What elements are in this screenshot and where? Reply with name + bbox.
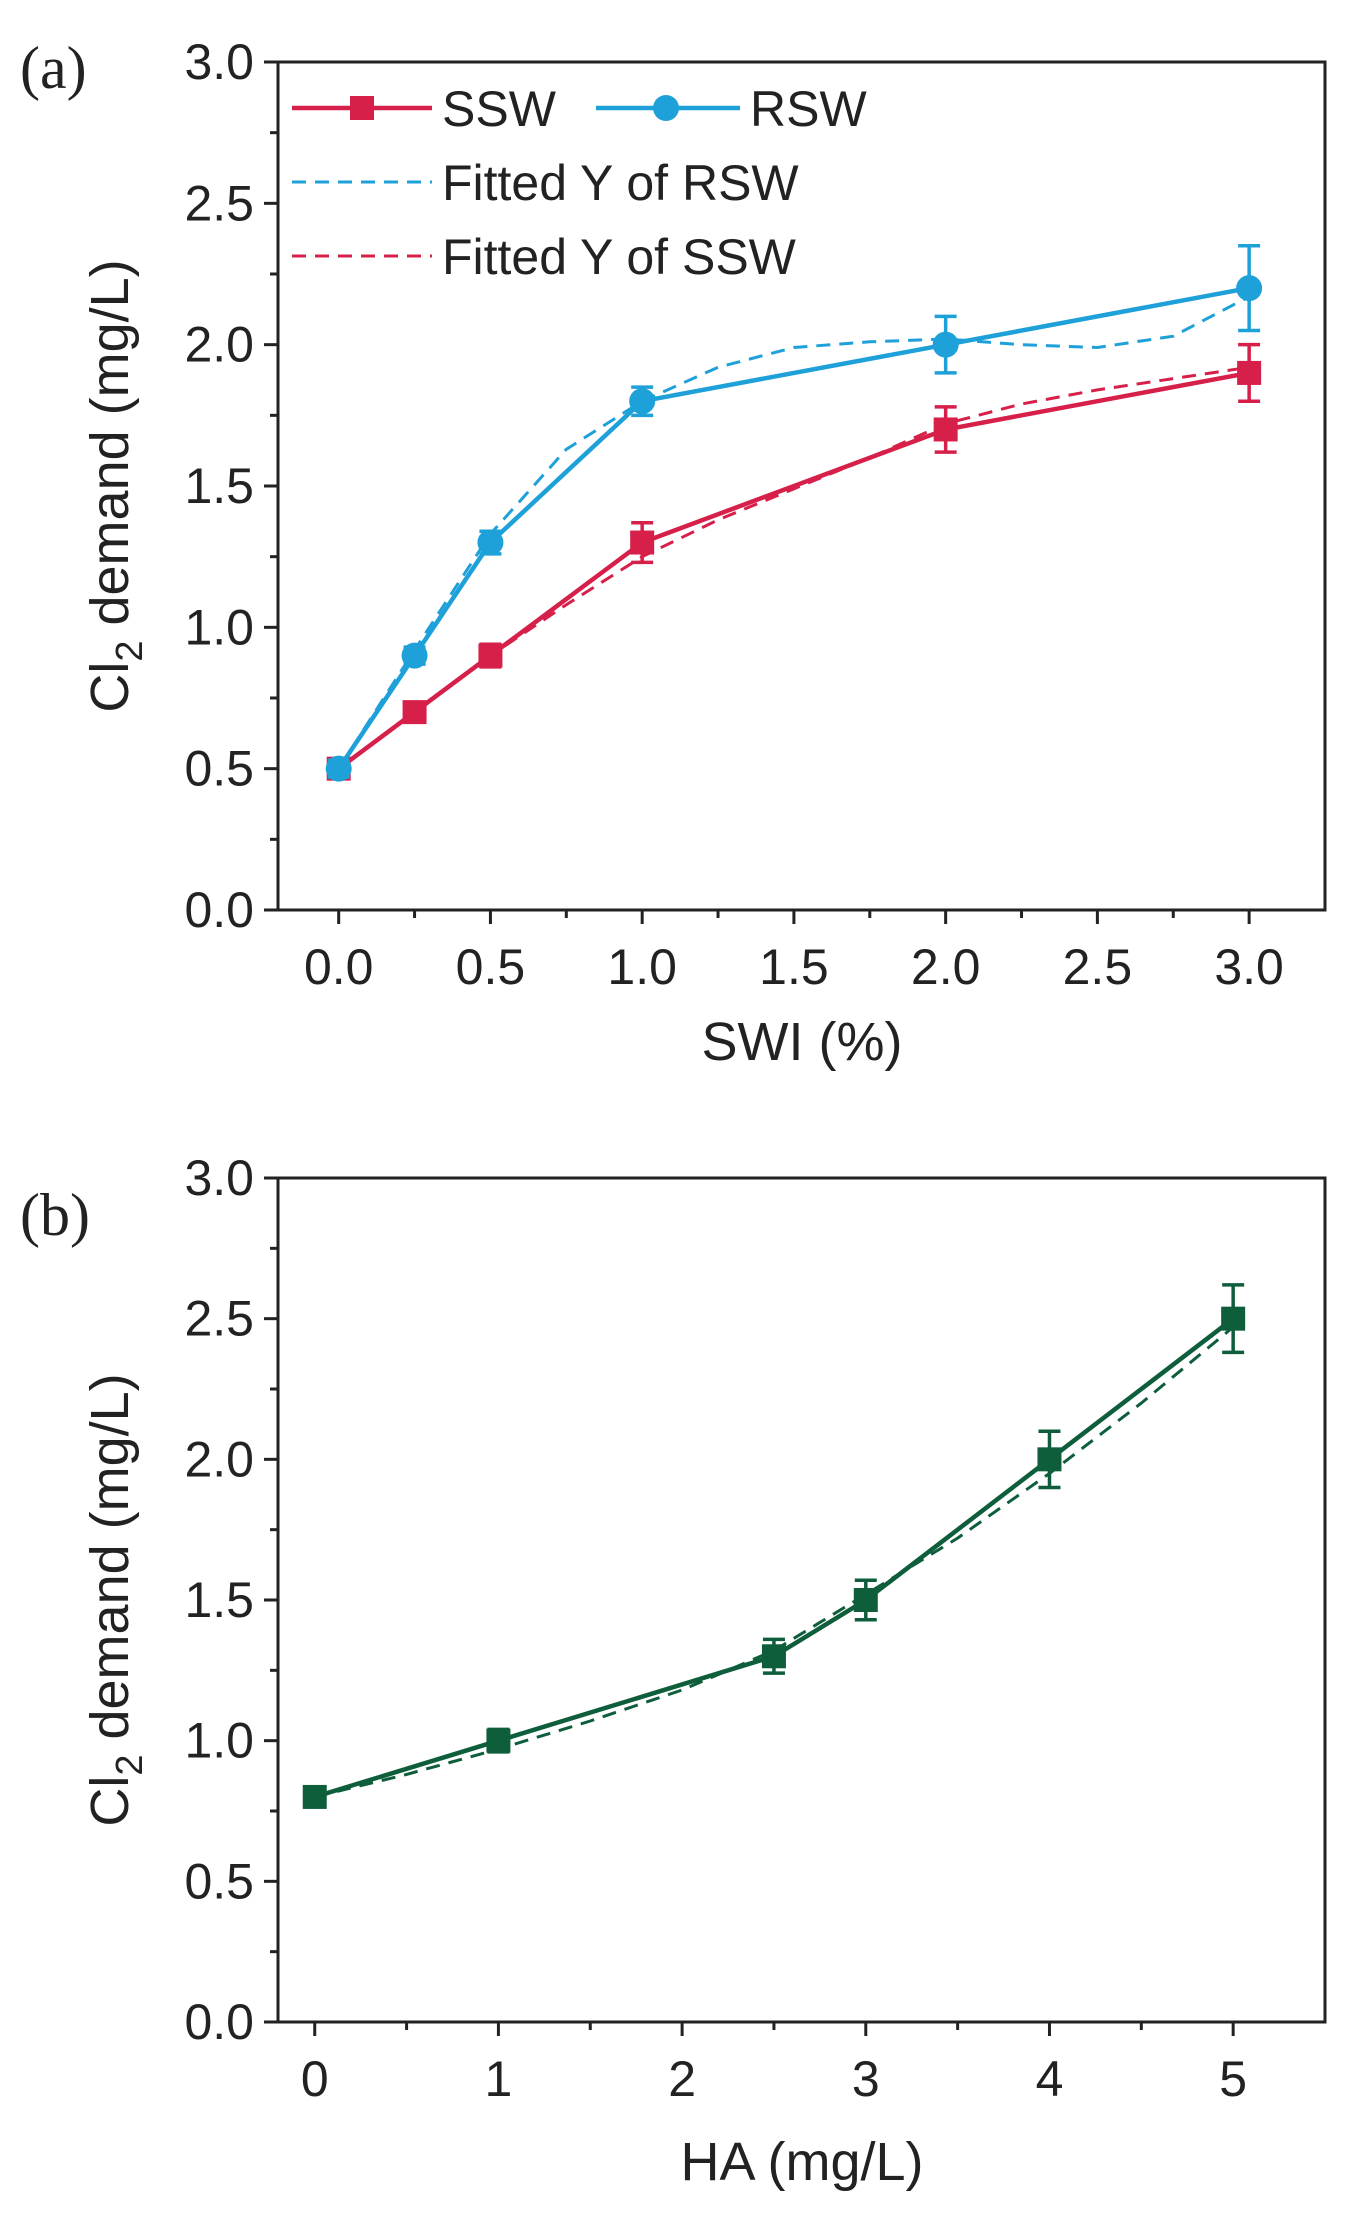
fit-line-0	[337, 295, 1250, 770]
data-point	[302, 1784, 327, 1809]
data-point	[933, 417, 958, 442]
data-point	[486, 1728, 511, 1753]
data-point	[629, 388, 656, 415]
legend-label-fit-1: Fitted Y of SSW	[442, 229, 797, 285]
y-tick-label: 1.5	[184, 1572, 254, 1628]
y-tick-label: 1.5	[184, 458, 254, 514]
y-tick-label: 1.0	[184, 1713, 254, 1769]
legend-marker-ssw	[350, 96, 374, 120]
y-tick-label: 0.0	[184, 882, 254, 938]
y-axis-title-subscript: 2	[109, 641, 151, 662]
y-tick-label: 3.0	[184, 1150, 254, 1206]
x-axis-title: SWI (%)	[702, 1012, 903, 1072]
data-point	[1037, 1447, 1062, 1472]
y-tick-label: 2.5	[184, 175, 254, 231]
x-tick-label: 3.0	[1214, 939, 1284, 995]
legend: SSW RSW Fitted Y of RSW Fitted Y of SSW	[292, 81, 867, 285]
plot-frame	[276, 1176, 1327, 2024]
series-line-ssw	[337, 370, 1250, 771]
y-axis-title-main: Cl	[80, 1776, 140, 1827]
y-tick-label: 3.0	[184, 34, 254, 90]
data-point	[477, 529, 504, 556]
y-tick-label: 0.5	[184, 741, 254, 797]
y-tick-label: 2.5	[184, 1291, 254, 1347]
data-point	[630, 530, 655, 555]
data-point	[853, 1588, 878, 1612]
x-tick-label: 4	[1036, 2051, 1064, 2107]
y-axis-title-rest: demand (mg/L)	[80, 1373, 140, 1754]
y-axis-title: Cl2 demand (mg/L)	[80, 259, 151, 712]
data-point	[1221, 1306, 1246, 1331]
data-point	[478, 643, 503, 668]
x-tick-label: 2	[668, 2051, 696, 2107]
data-point	[1237, 360, 1262, 385]
legend-label-ssw: SSW	[442, 81, 557, 137]
y-axis-title: Cl2 demand (mg/L)	[80, 1373, 151, 1826]
x-tick-label: 5	[1219, 2051, 1247, 2107]
x-tick-label: 1.0	[607, 939, 677, 995]
x-tick-label: 0.5	[456, 939, 526, 995]
y-tick-label: 0.5	[184, 1853, 254, 1909]
plot-frame	[276, 60, 1327, 912]
x-tick-label: 0.0	[304, 939, 374, 995]
series-line-rsw	[336, 285, 1250, 770]
y-tick-label: 2.0	[184, 317, 254, 373]
data-point	[761, 1644, 786, 1669]
legend-marker-rsw	[653, 95, 679, 121]
data-point	[932, 331, 959, 358]
x-axis-title: HA (mg/L)	[680, 2132, 923, 2192]
y-tick-label: 2.0	[184, 1431, 254, 1487]
x-tick-label: 1.5	[759, 939, 829, 995]
data-point	[1236, 275, 1263, 302]
fit-line-0	[314, 1325, 1235, 1799]
x-tick-label: 1	[485, 2051, 513, 2107]
x-tick-label: 2.0	[911, 939, 981, 995]
data-point	[401, 642, 428, 669]
series-line-ha	[314, 1316, 1235, 1800]
y-axis-title-rest: demand (mg/L)	[80, 259, 140, 640]
legend-label-rsw: RSW	[750, 81, 867, 137]
chart-panel-a: 0.0 0.5 1.0 1.5 2.0 2.5 3.0 0.0 0.5 1.0 1.5 2.0 2.5 3…	[20, 34, 1327, 1072]
data-point	[325, 755, 352, 782]
x-tick-label: 3	[852, 2051, 880, 2107]
panel-label: (b)	[20, 1182, 90, 1248]
chart-panel-b: 0 1 2 3 4 5 0.0 0.5 1.0 1.5 2.0 2.5 3.0 (b) HA (mg/L) C…	[20, 1150, 1327, 2192]
y-axis-title-main: Cl	[80, 662, 140, 713]
y-axis-title-subscript: 2	[109, 1755, 151, 1776]
x-tick-label: 2.5	[1063, 939, 1133, 995]
y-tick-label: 0.0	[184, 1994, 254, 2050]
data-point	[402, 700, 427, 725]
panel-label: (a)	[20, 35, 87, 101]
y-tick-label: 1.0	[184, 599, 254, 655]
legend-label-fit-0: Fitted Y of RSW	[442, 155, 799, 211]
x-tick-label: 0	[301, 2051, 329, 2107]
